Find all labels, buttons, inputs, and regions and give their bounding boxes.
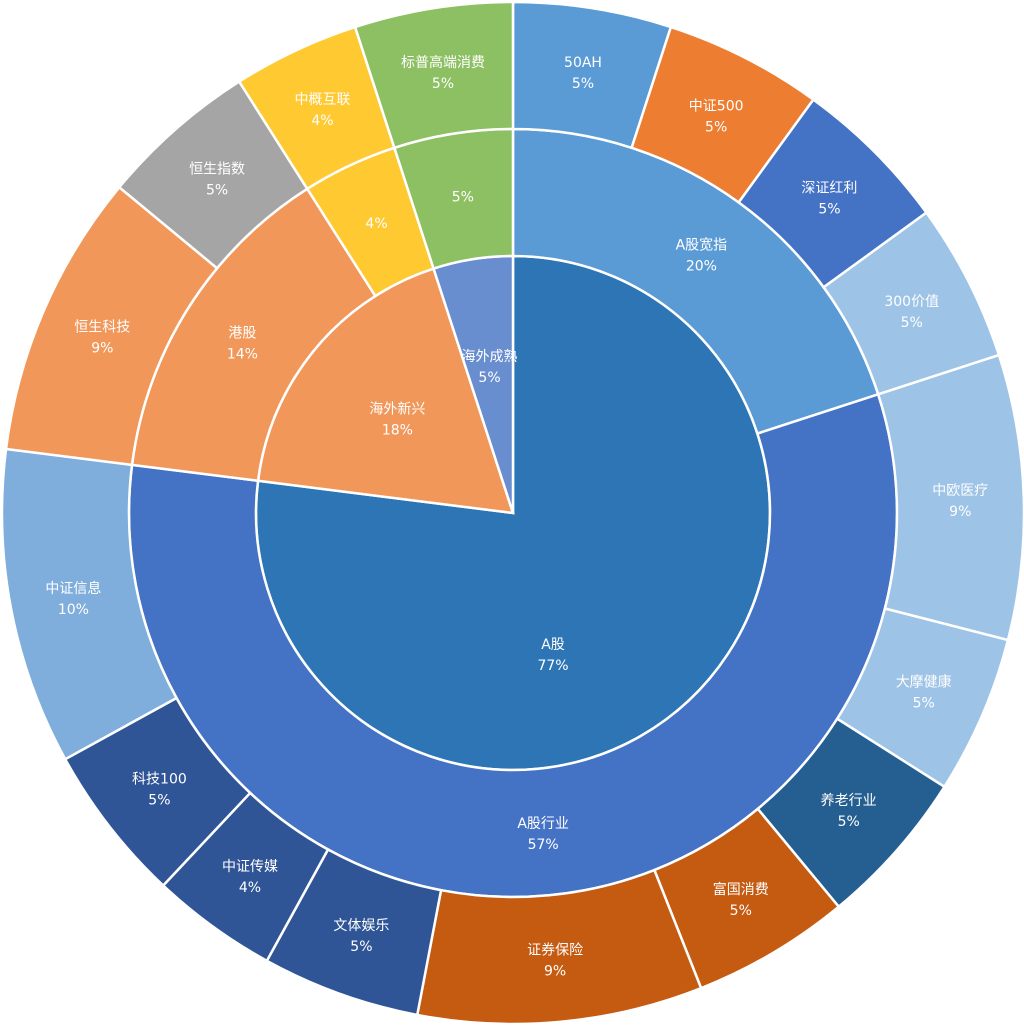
chart-labels: A股 77% 海外新兴 18% 海外成熟 5% A股宽指 20% A股行业 57% 港股 14% 4% 5…	[45, 54, 988, 980]
segment-value-label: 5%	[572, 76, 594, 92]
segment-name-label: 富国消费	[713, 881, 769, 898]
segment-name-label: 养老行业	[821, 793, 877, 809]
segment-value-label: 5%	[452, 189, 474, 205]
segment-name-label: 海外新兴	[369, 401, 425, 417]
segment-value-label: 5%	[730, 903, 752, 919]
segment-value-label: 4%	[239, 880, 261, 896]
segment-value-label: 4%	[365, 216, 387, 232]
segment-name-label: 海外成熟	[462, 349, 518, 365]
segment-name-label: A股行业	[517, 816, 569, 832]
segment-value-label: 5%	[432, 76, 454, 92]
segment-value-label: 5%	[350, 939, 372, 955]
segment-name-label: 中概互联	[294, 92, 350, 108]
segment-value-label: 57%	[528, 837, 559, 853]
segment-value-label: 5%	[705, 119, 727, 135]
segment-value-label: 4%	[311, 113, 333, 129]
segment-name-label: 恒生指数	[189, 161, 245, 177]
segment-name-label: 300价值	[884, 294, 939, 310]
segment-value-label: 77%	[537, 658, 568, 674]
segment-value-label: 5%	[148, 792, 170, 808]
segment-name-label: 港股	[228, 325, 256, 341]
segment-value-label: 9%	[91, 340, 113, 356]
segment-name-label: 中证信息	[45, 580, 101, 597]
segment-value-label: 5%	[838, 814, 860, 830]
segment-name-label: 恒生科技	[74, 319, 130, 335]
segment-name-label: 中证500	[689, 98, 744, 114]
segment-name-label: A股宽指	[676, 237, 728, 254]
segment-value-label: 5%	[818, 202, 840, 218]
segment-name-label: 中欧医疗	[932, 483, 988, 499]
segment-name-label: 50AH	[564, 55, 602, 71]
segment-ring2-16	[353, 0, 515, 150]
segment-value-label: 5%	[913, 696, 935, 712]
segment-value-label: 10%	[58, 602, 89, 618]
segment-name-label: 文体娱乐	[333, 918, 389, 934]
segment-value-label: 5%	[478, 370, 500, 386]
segment-value-label: 9%	[544, 964, 566, 980]
segment-value-label: 14%	[227, 346, 258, 362]
segment-value-label: 9%	[949, 504, 971, 520]
segment-value-label: 5%	[206, 182, 228, 198]
segment-value-label: 20%	[686, 259, 717, 275]
segment-name-label: A股	[541, 637, 565, 653]
segment-name-label: 证券保险	[527, 943, 583, 959]
segment-name-label: 中证传媒	[222, 859, 278, 875]
segment-value-label: 18%	[382, 422, 413, 438]
segment-name-label: 科技100	[132, 771, 187, 787]
segment-name-label: 标普高端消费	[401, 54, 485, 71]
segment-value-label: 5%	[901, 315, 923, 331]
segment-name-label: 大摩健康	[896, 674, 952, 691]
segment-name-label: 深证红利	[801, 181, 857, 197]
